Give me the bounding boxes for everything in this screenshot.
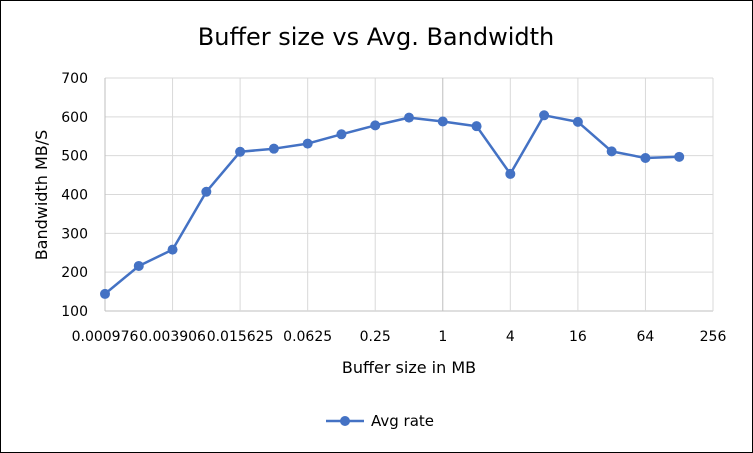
data-point [572, 116, 583, 127]
x-tick-label: 256 [700, 329, 727, 345]
data-point [640, 152, 651, 163]
y-tick-label: 500 [61, 149, 88, 165]
data-point [268, 143, 279, 154]
data-point [201, 186, 212, 197]
x-tick-label: 0.0625 [283, 329, 332, 345]
data-point [471, 121, 482, 132]
series-group [100, 110, 685, 299]
data-point [404, 112, 414, 123]
legend-marker [340, 416, 350, 426]
data-point [539, 110, 550, 121]
data-point [100, 288, 110, 299]
x-tick-label: 64 [637, 329, 655, 345]
x-tick-labels: 0.000976 0.003906 0.015625 0.0625 0.25 1 4 16 64… [72, 329, 727, 345]
x-axis-title: Buffer size in MB [342, 358, 476, 377]
data-point [370, 120, 381, 131]
x-tick-label: 0.003906 [139, 329, 206, 345]
data-point [674, 151, 685, 162]
grid-lines [104, 77, 714, 312]
data-point [235, 146, 246, 157]
series-line [104, 114, 680, 295]
y-tick-label: 300 [61, 226, 88, 242]
y-tick-label: 700 [61, 71, 88, 87]
data-point [302, 138, 313, 149]
x-tick-label: 1 [438, 329, 447, 345]
y-tick-labels: 100 200 300 400 500 600 700 [61, 71, 88, 320]
data-point [167, 244, 178, 255]
x-tick-label: 0.000976 [72, 329, 139, 345]
y-tick-label: 600 [61, 110, 88, 126]
data-point [336, 129, 347, 140]
y-tick-label: 400 [61, 188, 88, 204]
x-tick-label: 0.25 [360, 329, 391, 345]
data-point [133, 260, 144, 271]
x-tick-label: 0.015625 [207, 329, 274, 345]
chart-title: Buffer size vs Avg. Bandwidth [198, 23, 554, 51]
y-tick-label: 200 [61, 265, 88, 281]
legend-label: Avg rate [371, 412, 434, 430]
x-tick-label: 4 [506, 329, 515, 345]
y-tick-label: 100 [61, 304, 88, 320]
data-point [505, 168, 516, 179]
data-point [606, 146, 617, 157]
data-point [437, 116, 448, 127]
y-axis-title: Bandwidth MB/S [32, 130, 51, 261]
x-tick-label: 16 [569, 329, 587, 345]
legend: Avg rate [326, 412, 434, 430]
